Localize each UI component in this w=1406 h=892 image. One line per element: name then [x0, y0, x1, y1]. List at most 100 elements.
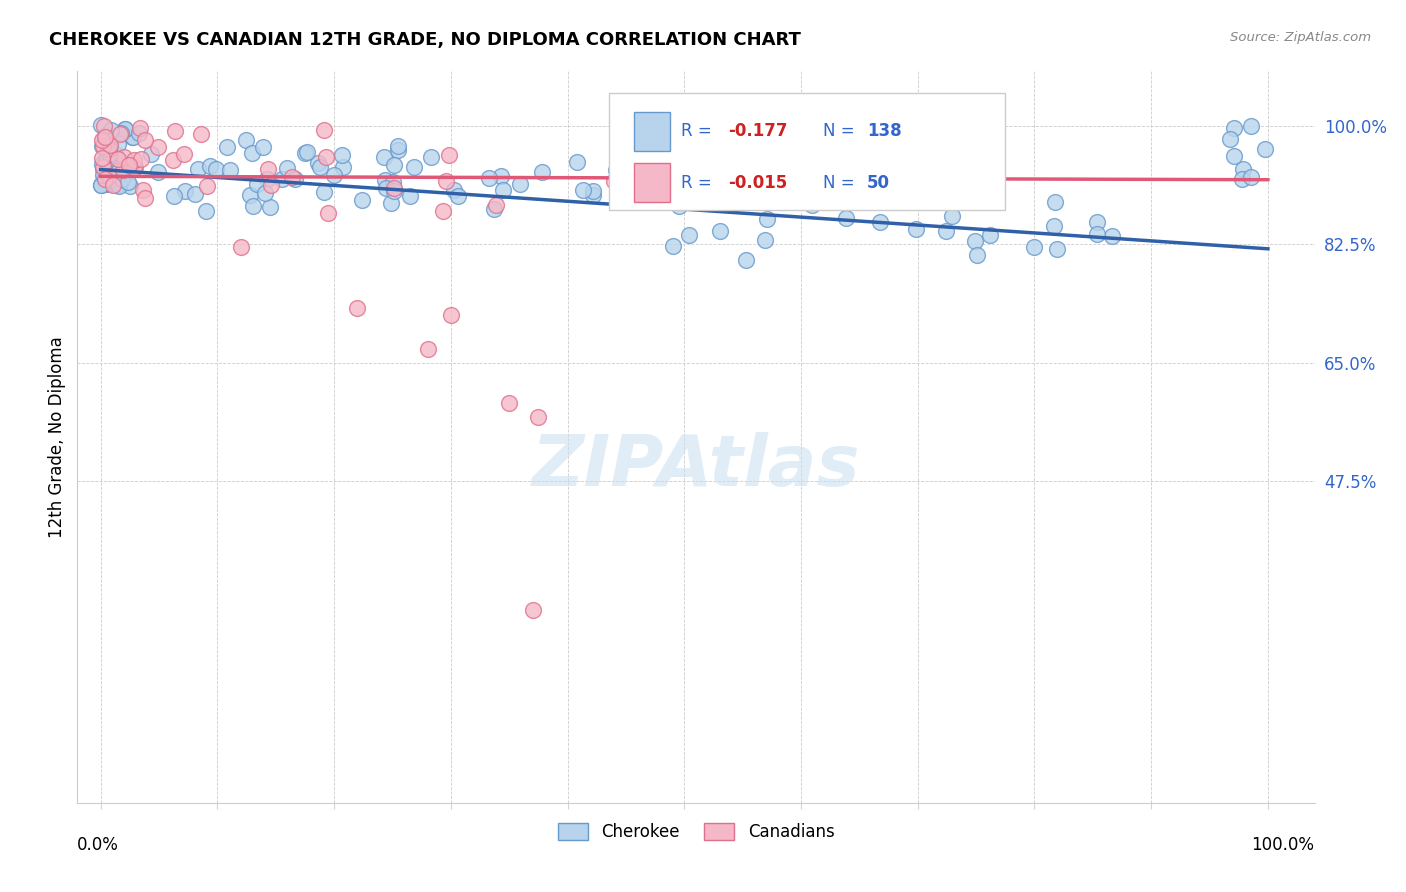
Point: [734, 253, 756, 268]
Point: [187, 162, 209, 177]
Point: [492, 183, 515, 197]
Point: [942, 193, 965, 207]
FancyBboxPatch shape: [634, 112, 671, 151]
Point: [121, 129, 143, 144]
Point: [114, 122, 136, 136]
Text: 100.0%: 100.0%: [1251, 836, 1315, 854]
Point: [527, 409, 550, 424]
Point: [1101, 229, 1123, 244]
Point: [1253, 142, 1275, 156]
Point: [350, 193, 373, 207]
Point: [242, 199, 264, 213]
Point: [98, 138, 121, 153]
Point: [416, 342, 439, 356]
Point: [668, 200, 690, 214]
Point: [709, 223, 731, 237]
Point: [648, 176, 671, 190]
Point: [184, 187, 207, 202]
Point: [966, 248, 988, 262]
Point: [373, 150, 395, 164]
Point: [110, 172, 132, 186]
Point: [1046, 243, 1069, 257]
Point: [235, 133, 257, 147]
Text: 50: 50: [866, 174, 890, 192]
Point: [1232, 161, 1254, 176]
Point: [111, 162, 134, 177]
Point: [94, 153, 117, 168]
Point: [128, 121, 150, 136]
Text: Source: ZipAtlas.com: Source: ZipAtlas.com: [1230, 31, 1371, 45]
Point: [1240, 120, 1263, 134]
Point: [100, 145, 122, 160]
Point: [229, 240, 252, 254]
Point: [1219, 131, 1241, 145]
Point: [163, 188, 186, 202]
Point: [330, 148, 353, 162]
Legend: Cherokee, Canadians: Cherokee, Canadians: [550, 814, 842, 849]
Point: [276, 161, 298, 175]
Point: [382, 185, 405, 199]
Point: [190, 127, 212, 141]
Point: [91, 157, 114, 171]
Point: [97, 143, 120, 157]
Point: [374, 181, 396, 195]
Point: [332, 160, 354, 174]
Point: [110, 126, 132, 140]
Point: [128, 126, 150, 140]
Point: [252, 140, 274, 154]
Point: [612, 145, 634, 160]
Point: [134, 190, 156, 204]
Point: [582, 187, 605, 202]
Point: [522, 603, 544, 617]
Point: [1240, 170, 1263, 185]
Point: [979, 228, 1001, 243]
Point: [96, 128, 118, 143]
Point: [965, 234, 987, 248]
Point: [246, 177, 269, 191]
Point: [489, 169, 512, 184]
Point: [482, 202, 505, 216]
Point: [107, 169, 129, 184]
Point: [295, 145, 318, 159]
Point: [205, 162, 228, 177]
Point: [94, 129, 117, 144]
Point: [485, 198, 508, 212]
Point: [756, 211, 779, 226]
Point: [662, 238, 685, 252]
Point: [93, 162, 115, 177]
Point: [97, 170, 120, 185]
Text: N =: N =: [824, 174, 860, 192]
Point: [257, 161, 280, 176]
Point: [98, 147, 121, 161]
Point: [117, 175, 139, 189]
Point: [107, 178, 129, 193]
Point: [935, 224, 957, 238]
Point: [97, 142, 120, 156]
Point: [118, 179, 141, 194]
Point: [98, 159, 121, 173]
Point: [271, 172, 294, 186]
Text: -0.177: -0.177: [728, 122, 787, 140]
Point: [131, 183, 153, 197]
Point: [100, 123, 122, 137]
Point: [97, 178, 120, 192]
Point: [260, 178, 283, 192]
FancyBboxPatch shape: [609, 94, 1005, 211]
Point: [316, 205, 339, 219]
Point: [94, 172, 117, 186]
Point: [107, 152, 129, 166]
Point: [531, 165, 554, 179]
Point: [905, 221, 928, 235]
Point: [117, 157, 139, 171]
Point: [107, 136, 129, 151]
Point: [162, 153, 184, 167]
Point: [120, 158, 142, 172]
Point: [107, 162, 129, 177]
Point: [312, 185, 335, 199]
Point: [382, 158, 405, 172]
Point: [723, 183, 745, 197]
Point: [122, 161, 145, 175]
Point: [309, 160, 332, 174]
Point: [93, 119, 115, 133]
Point: [1223, 121, 1246, 136]
